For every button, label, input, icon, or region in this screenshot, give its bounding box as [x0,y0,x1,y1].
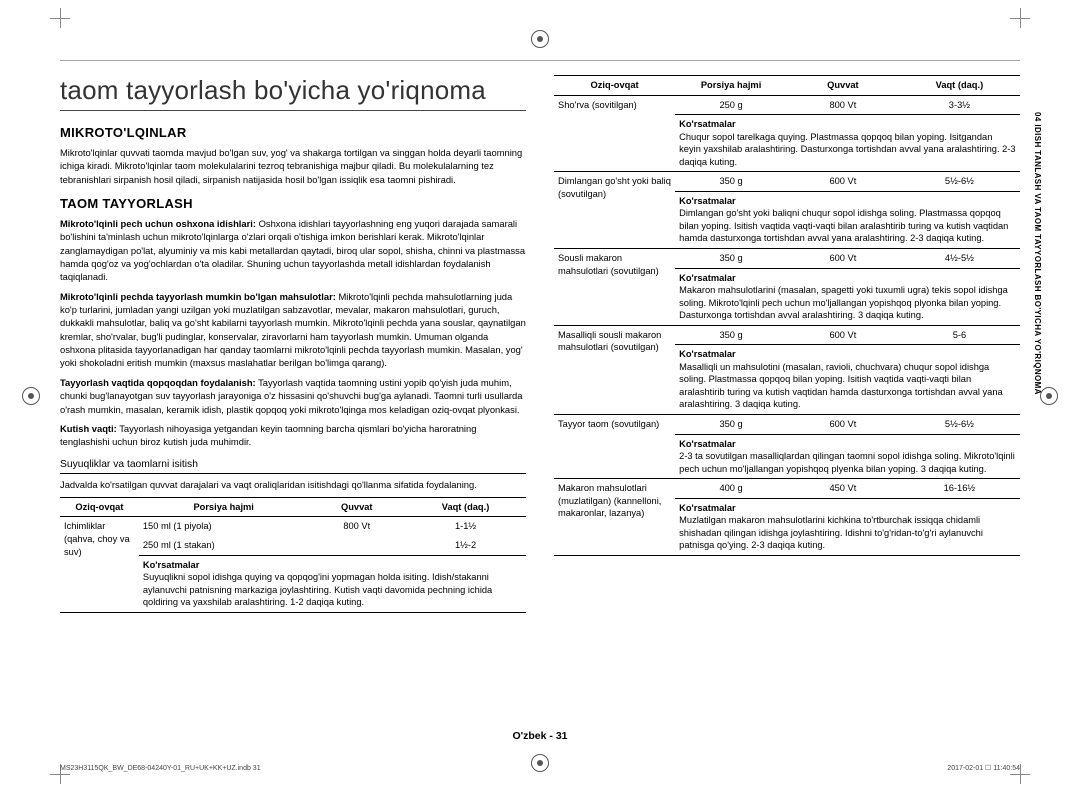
table-serving: 350 g [675,249,787,269]
liq-time2: 1½-2 [405,536,526,555]
table-time: 3-3½ [899,95,1020,115]
registration-mark-top [531,30,549,48]
liq-food: Ichimliklar (qahva, choy va suv) [60,517,139,612]
table-time: 16-16½ [899,479,1020,499]
taom-p1: Mikroto'lqinli pech uchun oshxona idishl… [60,217,526,284]
liq-serv1: 150 ml (1 piyola) [139,517,309,536]
table-instructions: Ko'rsatmalarMasalliqli un mahsulotini (m… [675,345,1020,415]
table-power: 600 Vt [787,415,899,435]
table-power: 600 Vt [787,172,899,192]
table-serving: 350 g [675,325,787,345]
liq-time1: 1-1½ [405,517,526,536]
section-mikro-heading: MIKROTO'LQINLAR [60,125,526,140]
right-table: Oziq-ovqat Porsiya hajmi Quvvat Vaqt (da… [554,75,1020,556]
r-col-power: Quvvat [787,76,899,96]
registration-mark-bottom [531,754,549,772]
liq-serv2: 250 ml (1 stakan) [139,536,309,555]
liq-power: 800 Vt [308,517,405,555]
table-power: 600 Vt [787,249,899,269]
liquids-note: Jadvalda ko'rsatilgan quvvat darajalari … [60,478,526,491]
table-serving: 250 g [675,95,787,115]
table-time: 5½-6½ [899,172,1020,192]
table-food: Tayyor taom (sovutilgan) [554,415,675,479]
table-food: Sousli makaron mahsulotlari (sovutilgan) [554,249,675,326]
taom-p4: Kutish vaqti: Tayyorlash nihoyasiga yetg… [60,422,526,449]
table-food: Sho'rva (sovitilgan) [554,95,675,172]
right-column: Oziq-ovqat Porsiya hajmi Quvvat Vaqt (da… [554,75,1020,613]
liquids-table: Oziq-ovqat Porsiya hajmi Quvvat Vaqt (da… [60,497,526,613]
table-instructions: Ko'rsatmalar2-3 ta sovutilgan masalliqla… [675,434,1020,479]
table-serving: 350 g [675,172,787,192]
page-number: O'zbek - 31 [0,730,1080,742]
side-tab: 04 IDISH TANLASH VA TAOM TAYYORLASH BO'Y… [1033,112,1042,395]
taom-p2: Mikroto'lqinli pechda tayyorlash mumkin … [60,290,526,370]
footer-file: MS23H3115QK_BW_DE68-04240Y-01_RU+UK+KK+U… [60,765,261,772]
liquids-heading: Suyuqliklar va taomlarni isitish [60,459,526,474]
table-food: Makaron mahsulotlari (muzlatilgan) (kann… [554,479,675,556]
col-power: Quvvat [308,497,405,517]
col-serving: Porsiya hajmi [139,497,309,517]
r-col-serv: Porsiya hajmi [675,76,787,96]
table-time: 5-6 [899,325,1020,345]
table-time: 4½-5½ [899,249,1020,269]
section-taom-heading: TAOM TAYYORLASH [60,196,526,211]
r-col-time: Vaqt (daq.) [899,76,1020,96]
table-instructions: Ko'rsatmalarDimlangan go'sht yoki baliqn… [675,191,1020,248]
table-power: 800 Vt [787,95,899,115]
liq-instr-cell: Ko'rsatmalar Suyuqlikni sopol idishga qu… [139,555,526,612]
r-col-food: Oziq-ovqat [554,76,675,96]
registration-mark-left [22,387,40,405]
page-content: taom tayyorlash bo'yicha yo'riqnoma MIKR… [60,60,1020,732]
table-power: 450 Vt [787,479,899,499]
table-power: 600 Vt [787,325,899,345]
left-column: taom tayyorlash bo'yicha yo'riqnoma MIKR… [60,75,526,613]
footer-date: 2017-02-01 ☐ 11:40:54 [947,764,1020,772]
col-time: Vaqt (daq.) [405,497,526,517]
taom-p3: Tayyorlash vaqtida qopqoqdan foydalanish… [60,376,526,416]
col-food: Oziq-ovqat [60,497,139,517]
table-food: Masalliqli sousli makaron mahsulotlari (… [554,325,675,414]
table-serving: 400 g [675,479,787,499]
table-food: Dimlangan go'sht yoki baliq (sovutilgan) [554,172,675,249]
table-time: 5½-6½ [899,415,1020,435]
registration-mark-right [1040,387,1058,405]
table-instructions: Ko'rsatmalarMuzlatilgan makaron mahsulot… [675,498,1020,555]
table-instructions: Ko'rsatmalarChuqur sopol tarelkaga quyin… [675,115,1020,172]
table-instructions: Ko'rsatmalarMakaron mahsulotlarini (masa… [675,268,1020,325]
table-serving: 350 g [675,415,787,435]
main-title: taom tayyorlash bo'yicha yo'riqnoma [60,75,526,111]
section-mikro-para: Mikroto'lqinlar quvvati taomda mavjud bo… [60,146,526,186]
